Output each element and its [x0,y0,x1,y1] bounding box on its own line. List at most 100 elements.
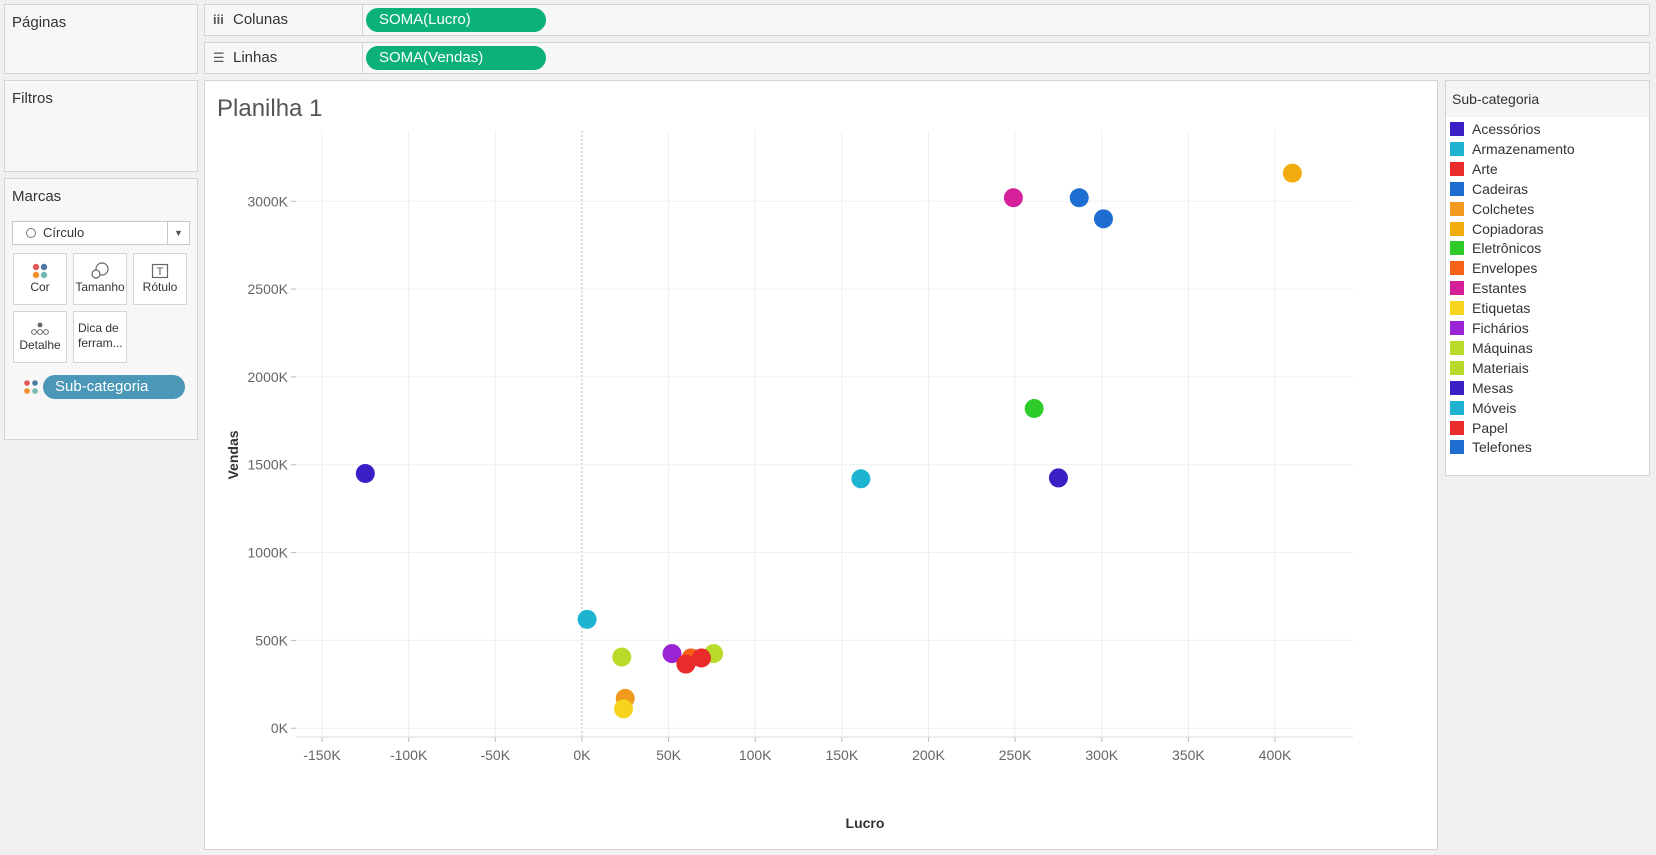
columns-icon: iii [213,12,224,27]
data-point[interactable] [577,609,597,629]
y-tick-label: 1000K [248,545,289,561]
legend-swatch [1450,261,1464,276]
color-button[interactable]: Cor [13,253,67,305]
legend-item[interactable]: Acessórios [1450,119,1540,139]
legend-item[interactable]: Fichários [1450,318,1529,338]
legend-swatch [1450,420,1464,435]
data-point[interactable] [1069,188,1089,208]
marks-panel-title: Marcas [12,188,62,205]
legend-swatch [1450,340,1464,355]
legend-item[interactable]: Telefones [1450,437,1532,457]
data-point[interactable] [691,648,711,668]
marks-panel: Marcas Círculo ▼ Cor Tamanho T Rótulo De… [4,178,198,440]
legend-swatch [1450,122,1464,136]
filters-panel-title: Filtros [12,90,53,107]
legend-swatch [1450,221,1464,236]
legend-item[interactable]: Cadeiras [1450,179,1528,199]
legend-swatch [1450,400,1464,415]
pages-panel[interactable]: Páginas [4,4,198,74]
legend-item-label: Telefones [1472,439,1532,456]
x-axis-title: Lucro [846,815,885,831]
filters-panel[interactable]: Filtros [4,80,198,172]
legend-item[interactable]: Arte [1450,159,1498,179]
x-tick-label: 150K [825,747,858,763]
rows-shelf[interactable]: ☰ Linhas SOMA(Vendas) [204,42,1650,74]
legend-swatch [1450,201,1464,216]
legend-swatch [1450,321,1464,335]
data-point[interactable] [1093,209,1113,229]
label-icon: T [134,254,186,280]
mark-type-select[interactable]: Círculo ▼ [12,221,190,245]
legend-item[interactable]: Armazenamento [1450,139,1575,159]
legend-title[interactable]: Sub-categoria [1446,81,1649,117]
legend-item[interactable]: Mesas [1450,378,1513,398]
data-point[interactable] [1048,468,1068,488]
label-button[interactable]: T Rótulo [133,253,187,305]
legend-swatch [1450,380,1464,395]
color-button-label: Cor [30,280,50,294]
detail-button[interactable]: Detalhe [13,311,67,363]
columns-pill[interactable]: SOMA(Lucro) [366,8,546,32]
legend-item-label: Fichários [1472,320,1529,336]
rows-icon: ☰ [213,50,225,65]
data-point[interactable] [355,464,375,484]
sheet-title: Planilha 1 [217,95,323,122]
chevron-down-icon[interactable]: ▼ [167,222,189,244]
data-point[interactable] [612,647,632,667]
size-button[interactable]: Tamanho [73,253,127,305]
rows-pill[interactable]: SOMA(Vendas) [366,46,546,70]
columns-shelf[interactable]: iii Colunas SOMA(Lucro) [204,4,1650,36]
data-point[interactable] [1024,399,1044,419]
color-icon [14,254,66,280]
legend-item[interactable]: Eletrônicos [1450,238,1541,258]
mark-type-value: Círculo [43,225,85,240]
data-point[interactable] [1282,163,1302,183]
y-tick-label: 2000K [248,369,289,385]
y-tick-label: 1500K [248,457,289,473]
tooltip-button-label-line2: ferram... [78,336,123,350]
data-point[interactable] [1003,188,1023,208]
tooltip-button[interactable]: Dica de ferram... [73,311,127,363]
x-tick-label: 0K [573,747,591,763]
detail-icon [14,312,66,338]
legend-item-label: Estantes [1472,280,1527,297]
data-point[interactable] [676,654,696,674]
legend-item-label: Materiais [1472,359,1529,376]
legend-swatch [1450,181,1464,196]
legend-item[interactable]: Papel [1450,418,1508,438]
tooltip-button-label-line1: Dica de [78,321,119,335]
data-point[interactable] [613,699,633,719]
svg-text:T: T [157,266,164,278]
color-field-pill[interactable]: Sub-categoria [43,375,185,399]
legend-item[interactable]: Estantes [1450,278,1526,298]
x-tick-label: 300K [1085,747,1118,763]
legend-item-label: Papel [1472,419,1508,436]
legend-item[interactable]: Envelopes [1450,258,1537,278]
legend-item[interactable]: Máquinas [1450,338,1533,358]
x-tick-label: 50K [656,747,682,763]
scatter-plot[interactable]: -150K -100K -50K 0K 50K 100K 150K 200K 250K 300K 3… [205,81,1437,849]
legend-swatch [1450,440,1464,455]
pages-panel-title: Páginas [12,14,67,31]
legend-item[interactable]: Copiadoras [1450,219,1544,239]
x-tick-label: 350K [1172,747,1205,763]
legend-swatch [1450,360,1464,375]
x-tick-label: 250K [999,747,1032,763]
y-tick-label: 0K [271,720,289,736]
x-tick-label: 400K [1259,747,1292,763]
y-tick-label: 500K [255,632,288,648]
legend-item-label: Mesas [1472,379,1514,396]
data-point[interactable] [662,644,682,664]
size-icon [74,254,126,280]
y-tick-label: 2500K [248,281,289,297]
legend-item[interactable]: Materiais [1450,358,1529,378]
data-point[interactable] [851,469,871,489]
rows-shelf-label: ☰ Linhas [205,43,363,73]
legend-item[interactable]: Móveis [1450,398,1516,418]
legend-item-label: Cadeiras [1472,180,1529,197]
legend-item[interactable]: Colchetes [1450,199,1534,219]
legend-item[interactable]: Etiquetas [1450,298,1530,318]
columns-shelf-label: iii Colunas [205,5,363,35]
legend-item-label: Máquinas [1472,339,1533,356]
legend-swatch [1450,301,1464,316]
